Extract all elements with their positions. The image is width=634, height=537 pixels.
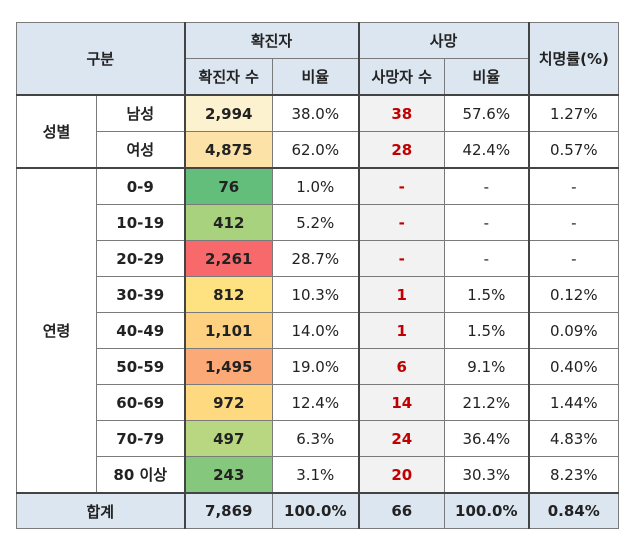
death-ratio-cell: 1.5% <box>444 276 530 313</box>
header-death-ratio: 비율 <box>444 58 530 96</box>
fatality-cell: 0.12% <box>527 276 620 313</box>
fatality-cell: - <box>527 204 620 241</box>
confirmed-count-cell: 1,101 <box>183 312 274 349</box>
confirmed-count-cell: 4,875 <box>183 131 274 169</box>
fatality-cell: 0.57% <box>527 131 620 169</box>
header-confirmed-ratio: 비율 <box>272 58 360 96</box>
death-count-cell: 38 <box>357 94 446 132</box>
total-death-count: 66 <box>357 492 446 529</box>
confirmed-count-cell: 2,261 <box>183 240 274 277</box>
death-ratio-cell: 1.5% <box>444 312 530 349</box>
age-group-label: 연령 <box>16 167 97 494</box>
confirmed-ratio-cell: 12.4% <box>272 384 360 421</box>
table-row: 여성 4,875 62.0% 28 42.4% 0.57% <box>17 131 620 169</box>
confirmed-count-cell: 812 <box>183 276 274 313</box>
total-death-ratio: 100.0% <box>444 492 530 529</box>
row-label: 70-79 <box>95 420 186 457</box>
table-row: 40-49 1,101 14.0% 1 1.5% 0.09% <box>17 312 620 349</box>
row-label: 20-29 <box>95 240 186 277</box>
death-count-cell: - <box>357 167 446 205</box>
row-label: 10-19 <box>95 204 186 241</box>
covid-stats-table-container: 구분 확진자 사망 치명률(%) 확진자 수 비율 사망자 수 비율 성별 남성 2… <box>15 22 620 529</box>
row-label: 남성 <box>95 94 186 132</box>
confirmed-ratio-cell: 1.0% <box>272 167 360 205</box>
death-ratio-cell: - <box>444 240 530 277</box>
death-ratio-cell: - <box>444 204 530 241</box>
death-ratio-cell: 9.1% <box>444 348 530 385</box>
death-count-cell: - <box>357 240 446 277</box>
death-count-cell: 24 <box>357 420 446 457</box>
total-label: 합계 <box>15 492 186 529</box>
confirmed-ratio-cell: 62.0% <box>272 131 360 169</box>
fatality-cell: 1.44% <box>527 384 620 421</box>
confirmed-count-cell: 412 <box>183 204 274 241</box>
confirmed-ratio-cell: 19.0% <box>272 348 360 385</box>
row-label: 여성 <box>95 131 186 169</box>
death-count-cell: 28 <box>357 131 446 169</box>
death-count-cell: 20 <box>357 456 446 494</box>
death-ratio-cell: 21.2% <box>444 384 530 421</box>
confirmed-ratio-cell: 5.2% <box>272 204 360 241</box>
row-label: 80 이상 <box>95 456 186 494</box>
total-confirmed-ratio: 100.0% <box>272 492 360 529</box>
death-count-cell: - <box>357 204 446 241</box>
header-death-count: 사망자 수 <box>357 58 446 96</box>
table-row: 10-19 412 5.2% - - - <box>17 204 620 241</box>
death-count-cell: 1 <box>357 312 446 349</box>
fatality-cell: 4.83% <box>527 420 620 457</box>
fatality-cell: - <box>527 167 620 205</box>
confirmed-ratio-cell: 14.0% <box>272 312 360 349</box>
table-row: 30-39 812 10.3% 1 1.5% 0.12% <box>17 276 620 313</box>
header-category: 구분 <box>15 22 186 96</box>
header-row-1: 구분 확진자 사망 치명률(%) <box>15 22 620 96</box>
table-row: 70-79 497 6.3% 24 36.4% 4.83% <box>17 420 620 457</box>
table-row: 50-59 1,495 19.0% 6 9.1% 0.40% <box>17 348 620 385</box>
death-ratio-cell: 42.4% <box>444 131 530 169</box>
header-confirmed-count: 확진자 수 <box>183 58 274 96</box>
confirmed-count-cell: 2,994 <box>183 94 274 132</box>
row-label: 60-69 <box>95 384 186 421</box>
fatality-cell: 1.27% <box>527 94 620 132</box>
death-ratio-cell: - <box>444 167 530 205</box>
confirmed-ratio-cell: 28.7% <box>272 240 360 277</box>
total-confirmed-count: 7,869 <box>183 492 274 529</box>
death-count-cell: 6 <box>357 348 446 385</box>
covid-stats-table: 구분 확진자 사망 치명률(%) 확진자 수 비율 사망자 수 비율 성별 남성 2… <box>15 22 620 529</box>
table-row: 20-29 2,261 28.7% - - - <box>17 240 620 277</box>
header-row-2: 확진자 수 비율 사망자 수 비율 <box>17 58 619 96</box>
confirmed-count-cell: 497 <box>183 420 274 457</box>
death-ratio-cell: 36.4% <box>444 420 530 457</box>
confirmed-count-cell: 1,495 <box>183 348 274 385</box>
confirmed-ratio-cell: 38.0% <box>272 94 360 132</box>
row-label: 0-9 <box>95 167 186 205</box>
fatality-cell: 0.40% <box>527 348 620 385</box>
death-count-cell: 14 <box>357 384 446 421</box>
confirmed-count-cell: 243 <box>183 456 274 494</box>
row-label: 50-59 <box>95 348 186 385</box>
fatality-cell: 0.09% <box>527 312 620 349</box>
table-row: 80 이상 243 3.1% 20 30.3% 8.23% <box>17 456 620 494</box>
death-ratio-cell: 30.3% <box>444 456 530 494</box>
header-confirmed: 확진자 <box>183 22 360 59</box>
confirmed-count-cell: 76 <box>183 167 274 205</box>
fatality-cell: 8.23% <box>527 456 620 494</box>
header-death: 사망 <box>357 22 530 59</box>
confirmed-ratio-cell: 6.3% <box>272 420 360 457</box>
row-label: 30-39 <box>95 276 186 313</box>
row-label: 40-49 <box>95 312 186 349</box>
header-fatality: 치명률(%) <box>527 22 620 96</box>
table-row: 연령 0-9 76 1.0% - - - <box>16 167 620 494</box>
table-row: 성별 남성 2,994 38.0% 38 57.6% 1.27% <box>16 94 620 169</box>
fatality-cell: - <box>527 240 620 277</box>
table-row: 60-69 972 12.4% 14 21.2% 1.44% <box>17 384 620 421</box>
gender-group-label: 성별 <box>16 94 97 169</box>
total-fatality: 0.84% <box>527 492 620 529</box>
confirmed-count-cell: 972 <box>183 384 274 421</box>
death-ratio-cell: 57.6% <box>444 94 530 132</box>
total-row: 합계 7,869 100.0% 66 100.0% 0.84% <box>15 492 620 529</box>
confirmed-ratio-cell: 10.3% <box>272 276 360 313</box>
confirmed-ratio-cell: 3.1% <box>272 456 360 494</box>
death-count-cell: 1 <box>357 276 446 313</box>
